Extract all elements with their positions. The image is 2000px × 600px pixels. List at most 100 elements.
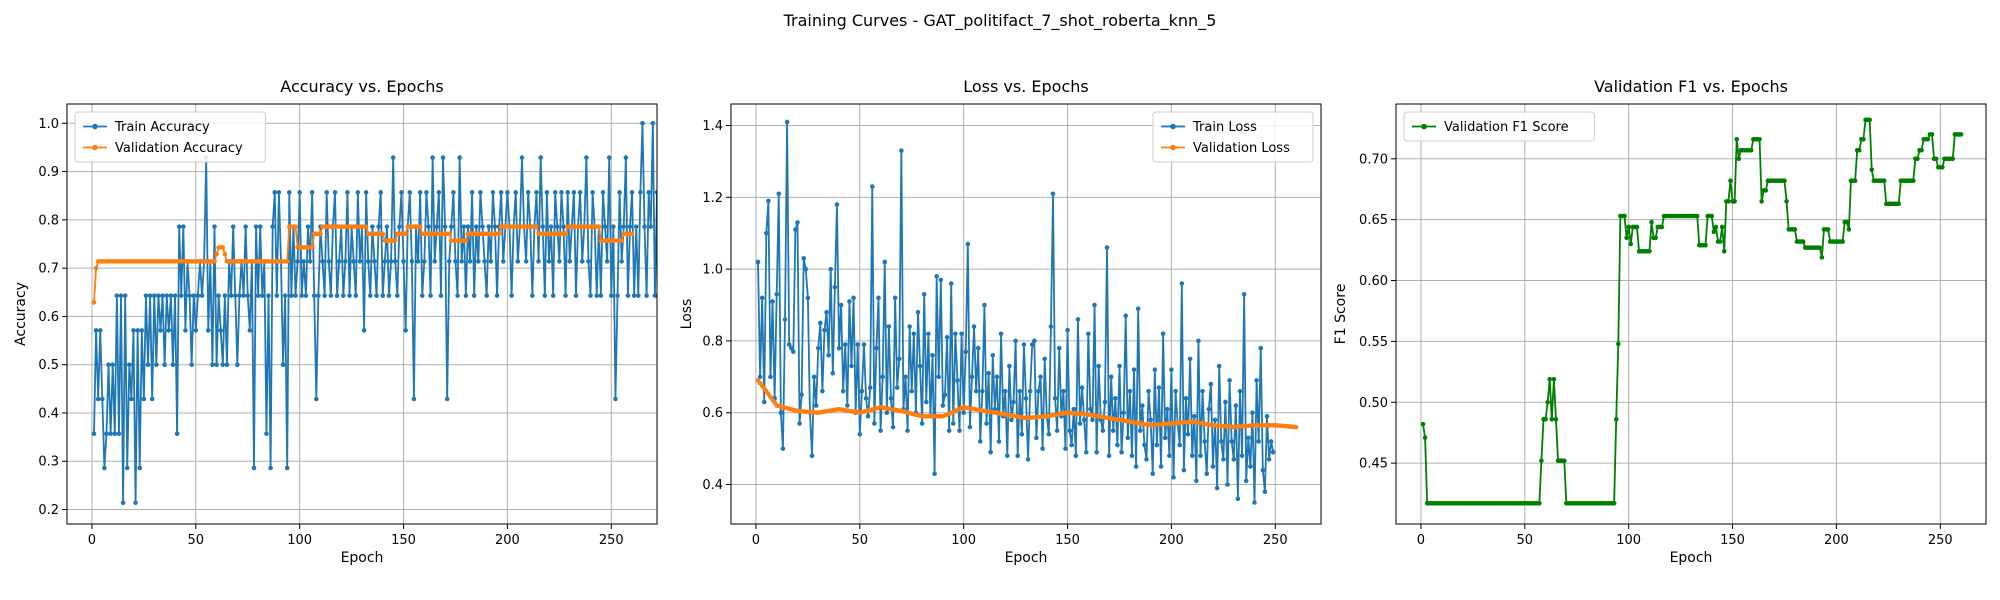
loss-series-1-point xyxy=(797,421,802,426)
accuracy-series-1-point xyxy=(419,293,425,298)
loss-series-1-point xyxy=(876,295,881,301)
accuracy-series-1-point xyxy=(147,293,153,298)
accuracy-series-1-point xyxy=(625,293,631,298)
accuracy-y-tick-label: 0.8 xyxy=(38,213,59,228)
loss-series-1-point xyxy=(903,374,908,380)
loss-series-1-point xyxy=(815,345,821,351)
accuracy-series-1-point xyxy=(600,190,606,195)
loss-series-1-point xyxy=(757,374,763,380)
accuracy-series-2-point xyxy=(91,300,97,305)
accuracy-series-1-point xyxy=(442,224,448,229)
f1-series-1-point xyxy=(1539,458,1544,464)
loss-series-1-point xyxy=(1073,453,1079,459)
accuracy-series-1-point xyxy=(515,259,521,264)
loss-series-1-point xyxy=(770,299,775,304)
f1-series-1-point xyxy=(1422,435,1428,440)
loss-series-1-point xyxy=(1140,403,1145,408)
f1-series-1-point xyxy=(1711,229,1717,235)
loss-series-1-point xyxy=(923,399,929,405)
accuracy-series-1-point xyxy=(343,259,348,264)
accuracy-series-1-point xyxy=(492,224,498,229)
accuracy-series-2-point xyxy=(380,231,386,237)
f1-legend: Validation F1 Score xyxy=(1403,111,1595,142)
accuracy-series-1-point xyxy=(120,500,126,506)
accuracy-series-1-point xyxy=(104,431,109,437)
accuracy-series-1-point xyxy=(91,431,97,437)
accuracy-series-1-point xyxy=(590,190,595,195)
accuracy-series-1-point xyxy=(309,190,315,195)
accuracy-series-1-point xyxy=(609,293,614,298)
accuracy-series-1-point xyxy=(336,259,342,264)
loss-series-1-point xyxy=(811,374,817,380)
loss-series-2 xyxy=(755,378,1299,430)
loss-series-1-point xyxy=(1025,457,1031,462)
f1-series-1-point xyxy=(1757,137,1762,142)
loss-series-1-point xyxy=(780,446,786,451)
accuracy-series-1-point xyxy=(652,293,657,298)
loss-series-1-point xyxy=(1023,396,1029,401)
accuracy-series-1-point xyxy=(380,293,386,298)
loss-series-1-point xyxy=(791,349,796,354)
f1-series-1-point xyxy=(1933,156,1939,162)
accuracy-series-1-point xyxy=(341,293,346,298)
f1-series-1-point xyxy=(1615,341,1621,347)
accuracy-series-1-point xyxy=(139,328,145,333)
loss-series-1-point xyxy=(1233,403,1239,408)
loss-series-1-point xyxy=(917,363,923,369)
loss-series-1-point xyxy=(1235,496,1241,502)
loss-series-1-point xyxy=(761,399,767,405)
accuracy-legend-label: Validation Accuracy xyxy=(115,141,243,156)
accuracy-series-1-point xyxy=(187,293,192,298)
accuracy-series-1-point xyxy=(573,293,579,298)
accuracy-series-1-point xyxy=(446,259,452,264)
accuracy-series-1-point xyxy=(550,293,556,298)
f1-series-1-point xyxy=(1626,224,1631,230)
accuracy-series-1-point xyxy=(451,190,456,195)
accuracy-series-1-point xyxy=(463,293,469,298)
f1-series-1-point xyxy=(1819,255,1825,260)
accuracy-series-1-point xyxy=(554,224,560,229)
f1-y-tick-label: 0.70 xyxy=(1359,152,1388,167)
accuracy-series-1-point xyxy=(311,293,317,298)
loss-series-1-point xyxy=(948,281,954,286)
accuracy-series-1-point xyxy=(166,328,172,333)
loss-series-1-point xyxy=(955,378,960,383)
accuracy-series-1-point xyxy=(170,362,176,367)
loss-series-1-point xyxy=(803,266,809,272)
loss-series-1-point xyxy=(1231,457,1237,462)
accuracy-series-1-point xyxy=(530,293,535,298)
loss-series-1-point xyxy=(1007,363,1012,369)
accuracy-series-1-point xyxy=(228,293,234,298)
f1-panel-title: Validation F1 vs. Epochs xyxy=(1594,77,1788,96)
accuracy-series-1-point xyxy=(646,190,651,195)
accuracy-series-1-point xyxy=(270,224,275,229)
accuracy-series-1-point xyxy=(301,259,307,264)
f1-x-tick-label: 100 xyxy=(1616,533,1641,548)
f1-series-1-point xyxy=(1792,227,1798,232)
loss-series-1-point xyxy=(1210,464,1216,469)
accuracy-series-1-point xyxy=(320,259,325,264)
loss-series-1-point xyxy=(1187,356,1193,362)
loss-series-1-point xyxy=(1009,417,1014,423)
loss-series-1-point xyxy=(768,374,773,380)
loss-series-1-point xyxy=(967,424,973,430)
accuracy-series-1-point xyxy=(586,259,591,264)
accuracy-series-1-point xyxy=(149,396,155,402)
figure-suptitle: Training Curves - GAT_politifact_7_shot_… xyxy=(783,11,1217,31)
accuracy-series-1-point xyxy=(401,259,406,264)
accuracy-series-1-point xyxy=(619,259,624,264)
f1-series-1 xyxy=(1420,117,1964,506)
accuracy-series-1-point xyxy=(422,259,427,264)
loss-series-1-point xyxy=(830,370,836,376)
accuracy-series-1-point xyxy=(241,293,246,298)
loss-series-1-point xyxy=(764,230,769,236)
loss-series-1-point xyxy=(1005,453,1010,459)
loss-series-1-point xyxy=(776,191,782,197)
loss-series-1-point xyxy=(1250,410,1255,416)
accuracy-series-1-point xyxy=(417,190,423,195)
loss-series-1-point xyxy=(1191,414,1197,419)
accuracy-series-1-point xyxy=(122,293,128,298)
accuracy-series-1-point xyxy=(488,259,494,264)
loss-series-1-point xyxy=(855,342,861,347)
accuracy-series-1-point xyxy=(374,293,379,298)
